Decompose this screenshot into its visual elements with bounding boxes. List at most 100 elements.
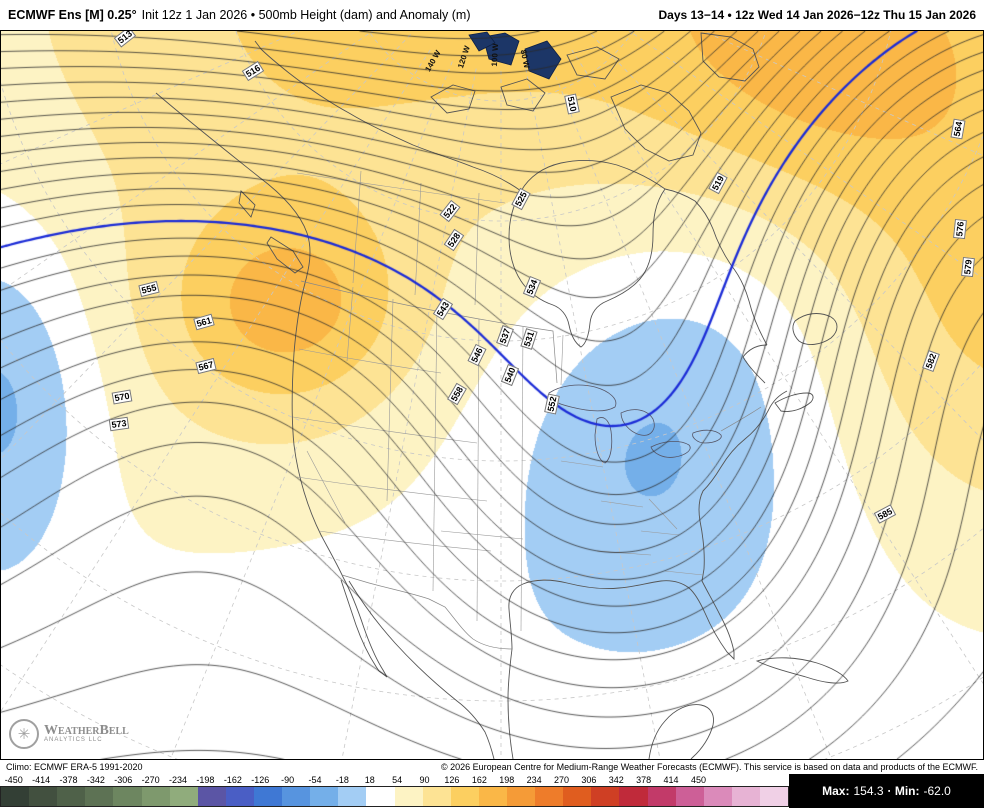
graticule-meridian [1,34,411,460]
min-label: Min: [894,784,920,798]
climo-note: Climo: ECMWF ERA-5 1991-2020 [6,762,143,772]
longitude-label: 120 W [456,44,472,70]
newfoundland [792,313,838,345]
contour-label: 570 [111,389,133,405]
colorbar-tick: -378 [59,775,78,785]
contour-label: 576 [953,218,967,240]
colorbar-cell [253,787,283,806]
longitude-label: 140 W [423,48,443,74]
contour-label: 537 [496,325,514,347]
great-lakes [548,384,722,464]
dark-island-1 [482,32,520,66]
colorbar-tick: 90 [419,775,430,785]
state-line [596,550,652,556]
state-line [476,318,480,622]
contour-label: 543 [432,297,454,321]
contour-label: 531 [520,328,538,350]
map-geography [1,31,983,759]
contour-label: 528 [443,228,465,252]
contour-label: 519 [708,171,728,195]
colorbar-cell [478,787,507,806]
colorbar-cell [282,787,311,806]
colorbar-cell [29,787,58,806]
graticule-parallel [1,512,983,702]
forecast-map: 513 516 510 519 522 525 528 534 531 537 540 543 546 5… [0,30,984,760]
contour-label: 573 [108,416,130,432]
colorbar-cell [113,787,142,806]
colorbar-cell [338,787,367,806]
contour-label: 561 [193,313,215,331]
colorbar-cell [310,787,339,806]
contour-label: 555 [138,280,160,298]
min-value: -62.0 [923,784,951,798]
lake-erie [650,441,691,458]
lake-ontario [692,429,722,444]
contour-label: 546 [467,343,487,367]
province-line [474,192,480,306]
colorbar-cell [731,787,760,806]
graticule-meridian [702,31,983,157]
arctic-mainland-coastline [254,40,522,192]
dark-island-3 [468,31,496,52]
product-title: ECMWF Ens [M] 0.25° Init 12z 1 Jan 2026 •… [8,8,470,22]
st-lawrence-border [720,406,762,432]
weatherbell-logo-subtext: ANALYTICS LLC [44,736,103,743]
colorbar-cell [225,787,254,806]
graticule-meridian [1,31,300,165]
colorbar-tick: 18 [364,775,375,785]
hudson-bay-coastline [508,160,666,348]
colorbar-tick: 414 [663,775,679,785]
graticule-meridian [549,61,832,759]
cuba [755,657,849,684]
colorbar-cell [394,787,423,806]
state-line [346,286,354,362]
state-line [640,530,680,536]
colorbar-tick: -198 [196,775,215,785]
weatherbell-logo: ✳ WeatherBell ANALYTICS LLC [9,719,129,749]
nova-scotia [774,392,814,412]
colorbar-tick: 54 [392,775,403,785]
colorbar-cell [563,787,592,806]
dark-island-2 [524,40,562,80]
height-contour-canvas [1,31,983,759]
state-line [298,348,442,374]
contour-label: 510 [564,93,580,115]
graticule-parallel [235,31,767,222]
graticule-parallel [1,82,983,462]
lake-huron [620,409,655,436]
colorbar-tick: 342 [608,775,624,785]
state-line [386,298,394,502]
dark-arctic-islands [468,31,562,80]
colorbar-tick: 198 [499,775,515,785]
weatherbell-logo-icon: ✳ [9,719,39,749]
state-borders [292,170,704,632]
colorbar-tick: -18 [335,775,349,785]
state-line [306,450,346,524]
valid-time-range: Days 13−14 • 12z Wed 14 Jan 2026−12z Thu… [658,8,976,22]
state-line [664,570,704,576]
colorbar-cell [506,787,536,806]
baffin-island [610,84,702,162]
mexico-east-coastline [507,648,514,759]
colorbar-tick: 450 [690,775,706,785]
pacific-coastline [155,92,388,678]
colorbar-tick: -162 [223,775,242,785]
state-line [292,416,478,444]
graticule-meridian [170,61,453,759]
contour-label: 525 [511,187,531,211]
state-line [560,460,604,468]
contour-label: 558 [447,382,467,406]
haida-gwaii-island [238,190,256,218]
labrador-coastline [664,188,768,346]
contour-label: 540 [500,363,520,387]
state-line [432,308,438,592]
max-value: 154.3 [853,784,884,798]
graticule-meridian [628,31,983,279]
colorbar-cell [703,787,732,806]
colorbar-tick: -54 [308,775,322,785]
colorbar-tick: -414 [32,775,51,785]
longitude-label: 100 W [489,43,501,67]
colorbar-cell [85,787,114,806]
contour-label: 564 [950,118,966,140]
copyright-note: © 2026 European Centre for Medium-Range … [440,762,978,772]
